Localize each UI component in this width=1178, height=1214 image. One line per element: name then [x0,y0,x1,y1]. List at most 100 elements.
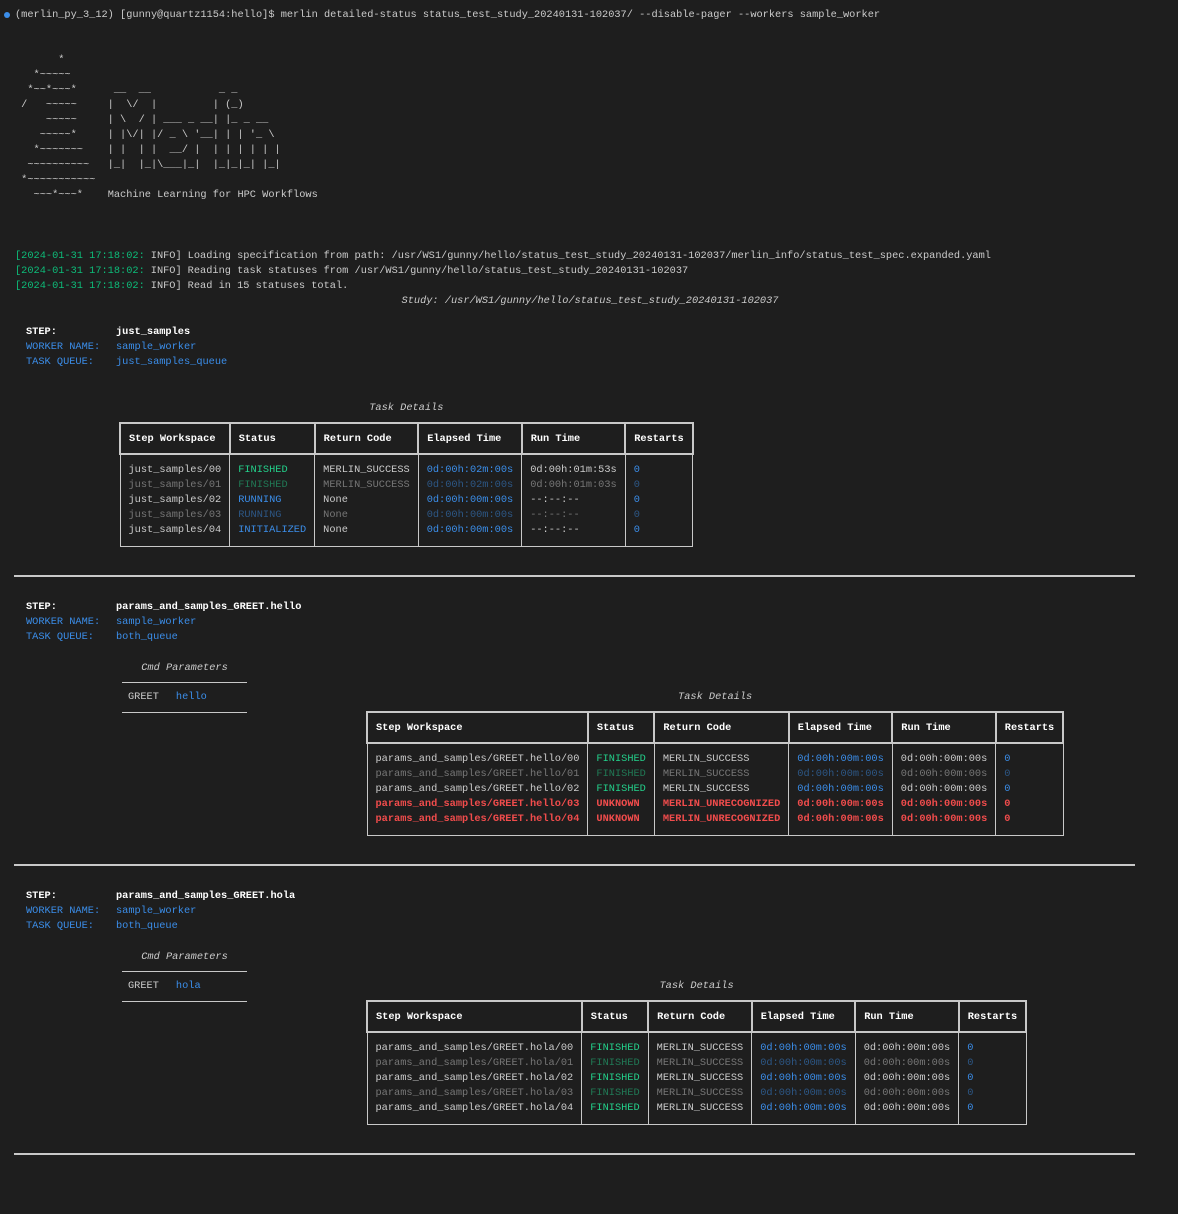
cell: MERLIN_SUCCESS [314,478,419,493]
cell: FINISHED [581,1056,649,1071]
cell: 0d:00h:01m:53s [521,454,626,478]
cell: 0 [958,1056,1027,1071]
cell: just_samples/03 [119,508,231,523]
cell: None [314,493,419,508]
banner: * *~~~~~ *~~*~~~* __ __ _ _ / ~~~~~ | \/… [15,53,1178,203]
banner-line: ~~~~~* | |\/| |/ _ \ '__| | | '_ \ [15,129,275,141]
cell: 0 [624,493,694,508]
step-field: TASK QUEUE: just_samples_queue [26,355,1178,370]
cell: FINISHED [587,743,655,767]
step-field: WORKER NAME: sample_worker [26,340,1178,355]
column-header: Return Code [647,1000,753,1033]
banner-line: *~~*~~~* __ __ _ _ [15,84,238,96]
step-info: STEP: params_and_samples_GREET.hello WORKE… [26,600,1178,645]
table-body: just_samples/00 FINISHED MERLIN_SUCCESS 0d:… [119,454,694,547]
field-label: TASK QUEUE: [26,631,94,643]
cell: RUNNING [229,508,316,523]
header-row: Step Workspace Status Return Code Elapsed T… [366,1000,1028,1033]
cell: 0 [995,743,1064,767]
column-header: Status [586,711,656,744]
cell: 0d:00h:00m:00s [788,767,893,782]
cell: params_and_samples/GREET.hello/02 [366,782,589,797]
task-table: Step Workspace Status Return Code Elapsed T… [366,1000,1028,1125]
field-value: sample_worker [116,905,197,917]
cell: 0d:00h:00m:00s [417,523,523,547]
separator [14,575,1135,577]
cell: MERLIN_SUCCESS [647,1056,753,1071]
cell: 0 [958,1086,1027,1101]
field-label: WORKER NAME: [26,616,101,628]
cell: MERLIN_SUCCESS [647,1032,753,1056]
cell: 0d:00h:00m:00s [891,782,997,797]
cell: FINISHED [587,767,655,782]
step-field: WORKER NAME: sample_worker [26,615,1178,630]
cell: --:--:-- [521,508,626,523]
cmd-parameters: Cmd Parameters GREET hello [122,661,247,713]
task-row: params_and_samples/GREET.hola/00 FINISHED… [366,1032,1027,1056]
step-info: STEP: just_samples WORKER NAME: sample_work… [26,325,1178,370]
banner-line: *~~~~~~~ | | | | __/ | | | | | | | [15,144,281,156]
cell: FINISHED [581,1032,649,1056]
cell: FINISHED [587,782,655,797]
table-head: Step Workspace Status Return Code Elapsed T… [366,711,1065,744]
task-row: params_and_samples/GREET.hello/02 FINISHE… [366,782,1064,797]
cell: 0 [624,478,694,493]
column-header: Elapsed Time [787,711,894,744]
cell: 0d:00h:00m:00s [788,797,893,812]
table-body: params_and_samples/GREET.hola/00 FINISHED… [366,1032,1027,1125]
step-info: STEP: params_and_samples_GREET.hola WORKER… [26,889,1178,934]
cell: FINISHED [229,478,316,493]
column-header: Run Time [854,1000,960,1033]
cell: 0d:00h:00m:00s [891,797,997,812]
step-field: WORKER NAME: sample_worker [26,904,1178,919]
banner-line: ~~~*~~~* Machine Learning for HPC Workfl… [15,189,318,201]
task-row: params_and_samples/GREET.hola/01 FINISHED… [366,1056,1027,1071]
log-level: INFO] [150,265,182,277]
header-row: Step Workspace Status Return Code Elapsed T… [119,422,694,455]
task-row: params_and_samples/GREET.hello/04 UNKNOWN… [366,812,1064,836]
cell: 0 [624,454,694,478]
cell: 0d:00h:00m:00s [891,743,997,767]
cmd-row: GREET hello [122,682,247,713]
cell: --:--:-- [521,523,626,547]
task-title: Task Details [369,402,444,414]
cell: 0d:00h:00m:00s [417,493,523,508]
cell: 0d:00h:00m:00s [854,1056,960,1071]
field-label: WORKER NAME: [26,905,101,917]
cell: UNKNOWN [587,797,655,812]
field-label: TASK QUEUE: [26,920,94,932]
cell: params_and_samples/GREET.hello/04 [366,812,589,836]
column-header: Return Code [313,422,420,455]
log-level: INFO] [150,280,182,292]
column-header: Step Workspace [366,1000,583,1033]
banner-line: *~~~~~~~~~~~ [15,174,96,186]
cell: just_samples/02 [119,493,231,508]
cell: 0d:00h:00m:00s [891,812,997,836]
cell: params_and_samples/GREET.hello/00 [366,743,589,767]
cell: 0d:00h:00m:00s [854,1032,960,1056]
log-line: [2024-01-31 17:18:02: INFO] Reading task s… [15,264,1178,279]
column-header: Elapsed Time [417,422,523,455]
log-time: [2024-01-31 17:18:02: [15,250,145,262]
cell: params_and_samples/GREET.hello/01 [366,767,589,782]
task-row: params_and_samples/GREET.hello/03 UNKNOWN… [366,797,1064,812]
column-header: Elapsed Time [750,1000,857,1033]
column-header: Status [580,1000,650,1033]
cell: 0 [624,523,694,547]
task-details: Task Details Step Workspace Status Return C… [366,979,1028,1125]
field-value: just_samples_queue [116,356,228,368]
cell: 0 [995,767,1064,782]
cell: 0d:00h:02m:00s [417,454,523,478]
cell: params_and_samples/GREET.hola/03 [366,1086,583,1101]
param-value: hello [175,691,207,703]
logs: [2024-01-31 17:18:02: INFO] Loading specif… [15,249,1178,309]
cell: params_and_samples/GREET.hello/03 [366,797,589,812]
cell: 0d:00h:00m:00s [854,1086,960,1101]
cell: 0d:00h:01m:03s [521,478,626,493]
task-title: Task Details [659,980,734,992]
field-label: STEP: [26,890,57,902]
task-row: just_samples/01 FINISHED MERLIN_SUCCESS 0d:… [119,478,694,493]
cell: MERLIN_SUCCESS [647,1071,753,1086]
task-row: just_samples/03 RUNNING None 0d:00h:00m:00s… [119,508,694,523]
